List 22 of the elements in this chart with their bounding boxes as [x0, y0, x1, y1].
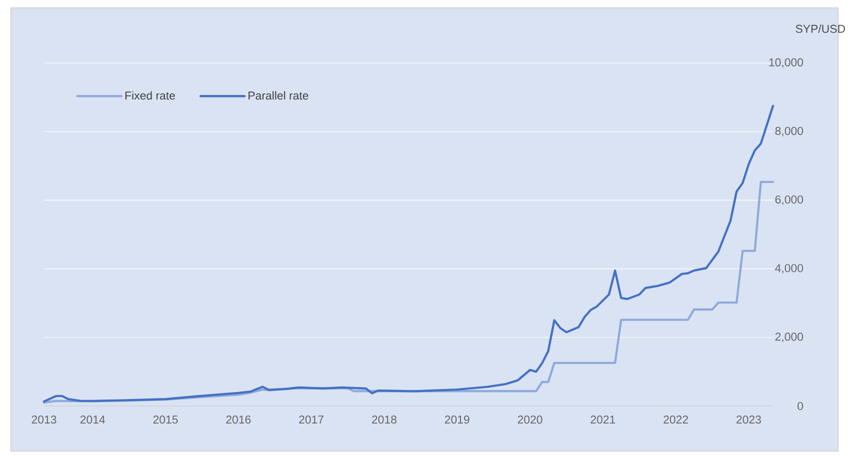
y-tick-label: 0	[798, 402, 804, 410]
x-tick-label: 2021	[590, 416, 616, 424]
x-tick-label: 2019	[444, 416, 470, 424]
x-tick-label: 2018	[372, 416, 396, 424]
x-tick-label: 2023	[736, 416, 761, 424]
y-tick-label: 2,000	[775, 332, 804, 342]
x-tick-label: 2015	[153, 416, 178, 424]
x-tick-label: 2020	[518, 416, 542, 424]
y-tick-label: 4,000	[775, 264, 804, 274]
y-axis-title: SYP/USD	[796, 24, 845, 33]
x-tick-label: 2017	[299, 416, 324, 424]
y-tick-label: 10,000	[769, 58, 804, 68]
y-tick-label: 8,000	[775, 126, 804, 136]
line-series	[42, 180, 774, 404]
x-tick-label: 2014	[80, 416, 105, 424]
legend-label: Parallel rate	[248, 91, 308, 100]
x-tick-label: 2022	[664, 416, 688, 424]
y-tick-label: 6,000	[775, 195, 804, 205]
x-tick-label: 2016	[226, 416, 251, 424]
x-tick-label: 2013	[32, 416, 56, 424]
line-series	[42, 104, 774, 403]
legend-label: Fixed rate	[125, 91, 175, 100]
